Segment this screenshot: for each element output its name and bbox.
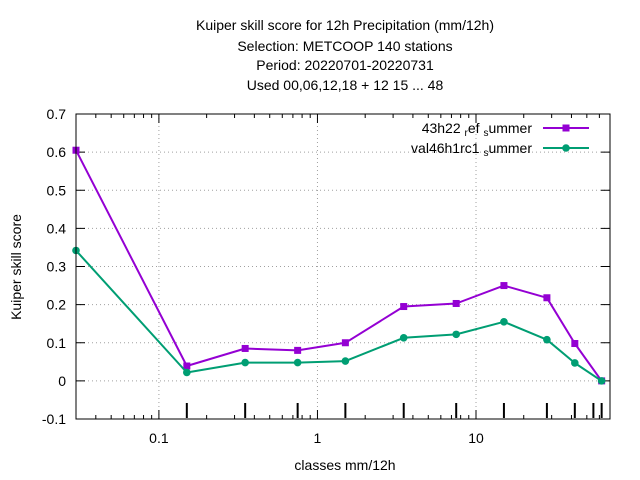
data-point	[294, 346, 302, 354]
data-point	[241, 344, 249, 352]
data-point	[543, 294, 551, 302]
series-1	[72, 146, 606, 385]
title-line-1: Kuiper skill score for 12h Precipitation…	[196, 17, 494, 33]
x-axis-label: classes mm/12h	[294, 457, 395, 473]
data-point	[341, 339, 349, 347]
title-line-4: Used 00,06,12,18 + 12 15 ... 48	[247, 77, 444, 93]
y-tick-label: 0.2	[47, 297, 67, 313]
x-tick-label: 1	[314, 430, 322, 446]
data-point	[543, 335, 551, 344]
data-point	[183, 368, 191, 377]
y-axis-label: Kuiper skill score	[8, 214, 24, 320]
data-point	[500, 317, 508, 326]
plot-frame	[75, 113, 611, 420]
data-point	[500, 282, 508, 290]
data-series	[72, 146, 606, 385]
data-point	[183, 362, 191, 370]
y-tick-label: 0.1	[47, 335, 67, 351]
data-point	[400, 303, 408, 311]
legend-label: val46h1rc1 summer	[411, 140, 532, 159]
title-line-2: Selection: METCOOP 140 stations	[237, 38, 452, 54]
data-point	[597, 377, 606, 385]
data-point	[452, 299, 460, 307]
legend-item-1: 43h22 ref summer	[422, 120, 589, 139]
x-tick-label: 0.1	[149, 430, 169, 446]
y-tick-label: 0	[58, 373, 66, 389]
data-point	[399, 333, 408, 342]
y-tick-label: 0.6	[47, 144, 67, 160]
series-2	[72, 246, 606, 385]
legend-label: 43h22 ref summer	[422, 120, 533, 139]
axis-ticks: -0.1 0 0.1 0.2 0.3 0.4 0.5 0.6 0.7 0.1 1 10	[42, 106, 610, 446]
grid	[76, 114, 610, 419]
y-tick-label: 0.7	[47, 106, 67, 122]
series-line	[75, 149, 603, 382]
data-point	[293, 358, 302, 367]
legend-item-2: val46h1rc1 summer	[411, 140, 589, 159]
legend-marker	[562, 124, 570, 132]
title-line-3: Period: 20220701-20220731	[256, 57, 434, 73]
data-point	[241, 358, 249, 367]
data-point	[452, 330, 460, 339]
y-tick-label: -0.1	[42, 411, 66, 427]
y-tick-label: 0.3	[47, 259, 67, 275]
x-tick-label: 10	[468, 430, 484, 446]
legend-marker	[562, 144, 570, 152]
y-tick-label: 0.5	[47, 182, 67, 198]
data-point	[341, 357, 350, 365]
chart-title: Kuiper skill score for 12h Precipitation…	[196, 17, 494, 93]
series-line	[75, 249, 603, 382]
y-tick-label: 0.4	[47, 220, 67, 236]
data-point	[571, 340, 579, 348]
data-point	[571, 359, 579, 367]
